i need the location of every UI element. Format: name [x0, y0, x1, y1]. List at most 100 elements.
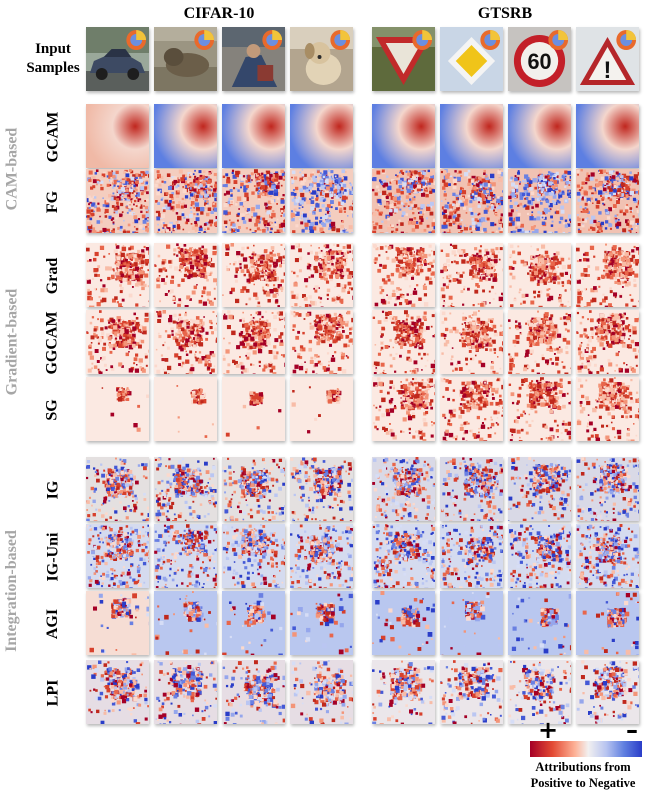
- input-sample-warning-sign: !: [576, 27, 639, 91]
- attribution-map-ig-uni-cifar10-4: [290, 524, 353, 588]
- input-sample-yield-sign: [372, 27, 435, 91]
- group-label-cam-based: CAM-based: [0, 104, 24, 233]
- attribution-map-lpi-gtsrb-2: [440, 660, 503, 724]
- attribution-map-ig-gtsrb-4: [576, 457, 639, 521]
- attribution-map-lpi-cifar10-3: [222, 660, 285, 724]
- attribution-map-ig-uni-gtsrb-1: [372, 524, 435, 588]
- attribution-map-sg-cifar10-2: [154, 377, 217, 441]
- attribution-map-agi-cifar10-3: [222, 591, 285, 655]
- attribution-map-ggcam-gtsrb-4: [576, 310, 639, 374]
- group-label-text: Integration-based: [3, 529, 20, 652]
- attribution-map-sg-gtsrb-1: [372, 377, 435, 441]
- attribution-map-grad-cifar10-2: [154, 243, 217, 307]
- attribution-map-grad-gtsrb-1: [372, 243, 435, 307]
- attribution-map-ig-uni-cifar10-2: [154, 524, 217, 588]
- attribution-map-agi-gtsrb-3: [508, 591, 571, 655]
- input-sample-animal: [154, 27, 217, 91]
- warning-sign-text: !: [604, 57, 612, 84]
- attribution-map-fg-gtsrb-2: [440, 169, 503, 233]
- attribution-map-grad-gtsrb-4: [576, 243, 639, 307]
- group-label-gradient-based: Gradient-based: [0, 243, 24, 441]
- attribution-map-sg-cifar10-4: [290, 377, 353, 441]
- attribution-map-ig-uni-gtsrb-2: [440, 524, 503, 588]
- attribution-map-agi-cifar10-1: [86, 591, 149, 655]
- attribution-map-ggcam-gtsrb-1: [372, 310, 435, 374]
- row-label-text: GGCAM: [44, 311, 62, 375]
- colorbar-plus-sign: +: [538, 716, 559, 744]
- attribution-map-lpi-cifar10-2: [154, 660, 217, 724]
- row-label-text: SG: [44, 399, 61, 421]
- attribution-map-lpi-gtsrb-1: [372, 660, 435, 724]
- attribution-map-ig-uni-gtsrb-3: [508, 524, 571, 588]
- colorbar-caption-line1: Attributions from: [535, 760, 631, 774]
- row-label-text: AGI: [43, 608, 61, 640]
- row-label-ggcam: GGCAM: [24, 310, 82, 376]
- attribution-map-fg-cifar10-4: [290, 169, 353, 233]
- row-label-grad: Grad: [24, 243, 82, 309]
- attribution-map-gcam-cifar10-3: [222, 104, 285, 168]
- attribution-map-gcam-cifar10-1: [86, 104, 149, 168]
- row-label-text: IG: [43, 480, 61, 500]
- attribution-map-sg-cifar10-1: [86, 377, 149, 441]
- colorbar-minus-sign: –: [626, 716, 638, 744]
- attribution-map-gcam-cifar10-4: [290, 104, 353, 168]
- attribution-map-ggcam-cifar10-1: [86, 310, 149, 374]
- input-label-line2: Samples: [26, 60, 80, 76]
- attribution-map-lpi-cifar10-1: [86, 660, 149, 724]
- attribution-map-sg-gtsrb-2: [440, 377, 503, 441]
- attribution-map-lpi-gtsrb-4: [576, 660, 639, 724]
- colorbar-caption-line2: Positive to Negative: [530, 776, 636, 790]
- attribution-map-ggcam-cifar10-3: [222, 310, 285, 374]
- attribution-map-ig-cifar10-2: [154, 457, 217, 521]
- attribution-map-agi-gtsrb-1: [372, 591, 435, 655]
- input-label-line1: Input: [35, 41, 71, 57]
- group-label-text: CAM-based: [3, 127, 21, 210]
- dataset-title-cifar10: CIFAR-10: [183, 5, 255, 22]
- row-label-text: GCAM: [44, 111, 61, 163]
- attribution-map-ig-cifar10-4: [290, 457, 353, 521]
- attribution-map-lpi-gtsrb-3: [508, 660, 571, 724]
- row-label-text: Grad: [43, 257, 61, 295]
- attribution-map-fg-gtsrb-4: [576, 169, 639, 233]
- attribution-map-grad-gtsrb-2: [440, 243, 503, 307]
- row-label-fg: FG: [24, 169, 82, 235]
- attribution-map-grad-cifar10-1: [86, 243, 149, 307]
- row-label-gcam: GCAM: [24, 104, 82, 170]
- row-label-ig: IG: [24, 457, 82, 523]
- attribution-map-ggcam-cifar10-2: [154, 310, 217, 374]
- attribution-map-fg-cifar10-1: [86, 169, 149, 233]
- attribution-map-ig-gtsrb-3: [508, 457, 571, 521]
- attribution-map-ig-cifar10-3: [222, 457, 285, 521]
- input-sample-car: [86, 27, 149, 91]
- row-label-text: LPI: [43, 679, 61, 707]
- attribution-map-ig-uni-cifar10-1: [86, 524, 149, 588]
- attribution-map-grad-cifar10-3: [222, 243, 285, 307]
- attribution-map-ig-cifar10-1: [86, 457, 149, 521]
- attribution-map-sg-gtsrb-3: [508, 377, 571, 441]
- row-label-text: FG: [44, 190, 61, 214]
- attribution-map-gcam-gtsrb-2: [440, 104, 503, 168]
- input-sample-person: [222, 27, 285, 91]
- attribution-map-ig-uni-cifar10-3: [222, 524, 285, 588]
- attribution-map-lpi-cifar10-4: [290, 660, 353, 724]
- attribution-map-agi-cifar10-2: [154, 591, 217, 655]
- attribution-map-grad-cifar10-4: [290, 243, 353, 307]
- row-label-lpi: LPI: [24, 660, 82, 726]
- row-label-agi: AGI: [24, 591, 82, 657]
- attribution-map-fg-cifar10-2: [154, 169, 217, 233]
- row-label-text: IG-Uni: [44, 532, 61, 582]
- attribution-map-gcam-gtsrb-4: [576, 104, 639, 168]
- attribution-map-ig-gtsrb-2: [440, 457, 503, 521]
- attribution-map-sg-gtsrb-4: [576, 377, 639, 441]
- row-label-sg: SG: [24, 377, 82, 443]
- dataset-title-gtsrb: GTSRB: [477, 5, 533, 22]
- group-label-integration-based: Integration-based: [0, 457, 24, 724]
- attribution-map-gcam-gtsrb-3: [508, 104, 571, 168]
- attribution-map-sg-cifar10-3: [222, 377, 285, 441]
- attribution-map-ig-uni-gtsrb-4: [576, 524, 639, 588]
- colorbar: [530, 741, 642, 757]
- attribution-map-agi-gtsrb-2: [440, 591, 503, 655]
- speed-limit-sign-text: 60: [527, 49, 551, 74]
- attribution-map-ggcam-cifar10-4: [290, 310, 353, 374]
- attribution-map-ig-gtsrb-1: [372, 457, 435, 521]
